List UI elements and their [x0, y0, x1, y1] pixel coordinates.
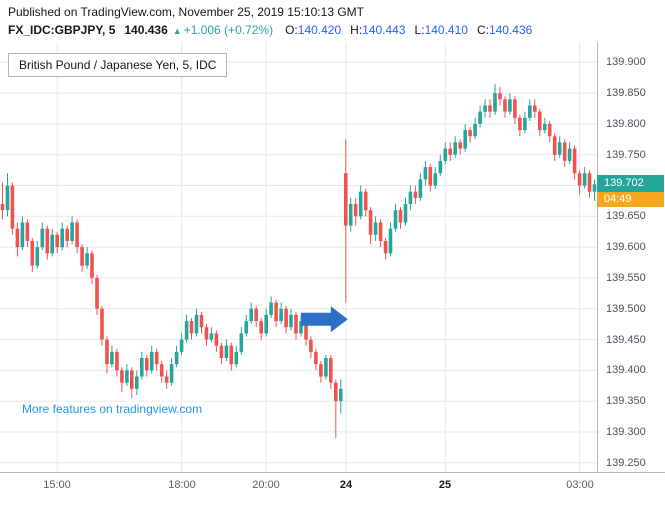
time-axis-label: 20:00 [252, 479, 280, 491]
ohlc-high: H:140.443 [350, 23, 405, 37]
high-label: H: [350, 23, 363, 37]
low-label: L: [414, 23, 425, 37]
bar-countdown-label: 04:49 [597, 192, 664, 207]
time-axis-label: 03:00 [566, 479, 594, 491]
ohlc-open: O:140.420 [285, 23, 341, 37]
candlestick-plot [0, 42, 597, 472]
price-axis-label: 139.500 [606, 303, 646, 315]
symbol-name: FX_IDC:GBPJPY, 5 [8, 23, 116, 37]
close-value: 140.436 [488, 23, 533, 37]
price-axis[interactable]: 139.900139.850139.800139.750139.700139.6… [597, 42, 665, 472]
time-axis-label: 25 [438, 479, 452, 491]
chart-area: British Pound / Japanese Yen, 5, IDC Mor… [0, 42, 665, 511]
candlestick-chart[interactable] [0, 42, 597, 472]
price-axis-label: 139.250 [606, 457, 646, 469]
price-axis-label: 139.650 [606, 210, 646, 222]
price-axis-label: 139.400 [606, 364, 646, 376]
time-axis-label: 24 [339, 479, 353, 491]
up-arrow-icon: ▲ [172, 26, 182, 36]
close-label: C: [476, 23, 489, 37]
price-axis-label: 139.800 [606, 118, 646, 130]
price-axis-label: 139.900 [606, 56, 646, 68]
price-axis-label: 139.850 [606, 87, 646, 99]
price-axis-label: 139.450 [606, 334, 646, 346]
price-axis-label: 139.300 [606, 426, 646, 438]
price-change: ▲ +1.006 (+0.72%) [173, 23, 273, 37]
open-label: O: [285, 23, 298, 37]
time-axis-label: 18:00 [168, 479, 196, 491]
price-axis-label: 139.350 [606, 395, 646, 407]
ohlc-low: L:140.410 [415, 23, 468, 37]
published-caption: Published on TradingView.com, November 2… [8, 5, 364, 19]
high-value: 140.443 [362, 23, 406, 37]
low-value: 140.410 [424, 23, 468, 37]
price-axis-label: 139.600 [606, 241, 646, 253]
open-value: 140.420 [297, 23, 342, 37]
price-axis-label: 139.750 [606, 149, 646, 161]
time-axis-label: 15:00 [43, 479, 71, 491]
change-text: +1.006 (+0.72%) [183, 23, 274, 37]
blue-arrow-annotation [301, 306, 348, 333]
legend-last-price: 140.436 [124, 23, 168, 37]
symbol-legend: FX_IDC:GBPJPY, 5 140.436 ▲ +1.006 (+0.72%… [8, 23, 541, 37]
current-price-label: 139.702 [597, 175, 664, 192]
chart-title-box: British Pound / Japanese Yen, 5, IDC [8, 53, 228, 77]
price-axis-label: 139.550 [606, 272, 646, 284]
ohlc-close: C:140.436 [477, 23, 532, 37]
tradingview-link[interactable]: More features on tradingview.com [22, 402, 203, 416]
time-axis[interactable]: 15:00 18:00 20:00 24 25 03:00 [0, 472, 665, 511]
